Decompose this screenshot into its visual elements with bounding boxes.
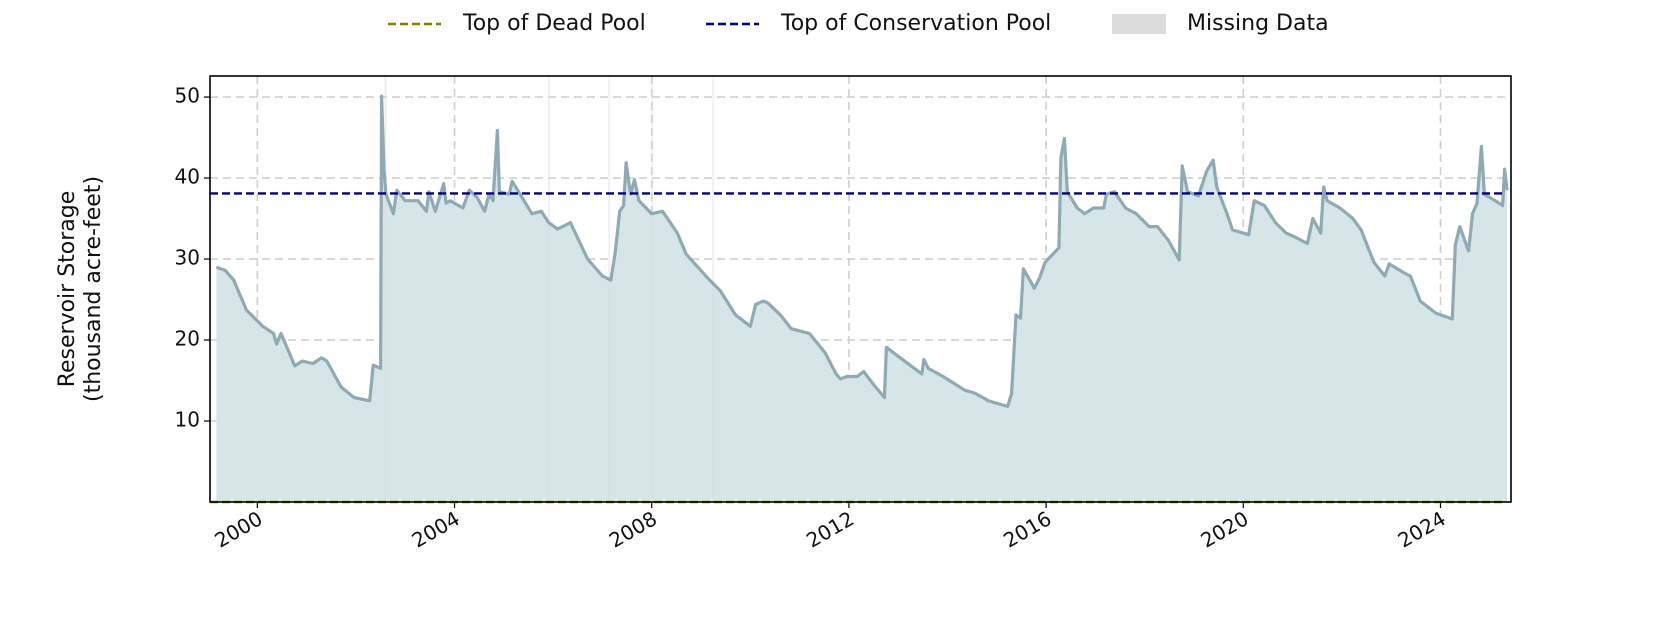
legend-label: Missing Data <box>1187 11 1329 36</box>
x-tick-label: 2012 <box>802 506 858 552</box>
missing-band <box>608 76 610 502</box>
x-tick-label: 2004 <box>408 506 464 552</box>
y-tick-label: 20 <box>175 327 200 351</box>
x-tick-label: 2000 <box>210 506 266 552</box>
x-tick-label: 2008 <box>605 506 661 552</box>
storage-line <box>215 94 1509 408</box>
area-fill <box>216 96 1508 502</box>
missing-band <box>712 76 714 502</box>
y-tick-label: 40 <box>175 165 200 189</box>
x-tick-label: 2016 <box>999 506 1055 552</box>
plot-frame <box>209 75 1512 503</box>
y-tick-label: 10 <box>175 408 200 432</box>
x-tick-label: 2020 <box>1196 506 1252 552</box>
missing-band <box>651 76 654 502</box>
legend-swatch <box>1112 14 1166 34</box>
missing-band <box>548 76 550 502</box>
y-axis-label: Reservoir Storage(thousand acre-feet) <box>55 176 106 402</box>
x-tick-label: 2024 <box>1394 506 1450 552</box>
y-tick-label: 30 <box>175 246 200 270</box>
y-axis-label-line: Reservoir Storage <box>55 191 80 388</box>
y-axis-label-line: (thousand acre-feet) <box>81 176 106 402</box>
missing-band <box>384 76 387 502</box>
y-tick-label: 50 <box>175 84 200 108</box>
legend-label: Top of Conservation Pool <box>780 11 1051 36</box>
legend-label: Top of Dead Pool <box>462 11 646 36</box>
